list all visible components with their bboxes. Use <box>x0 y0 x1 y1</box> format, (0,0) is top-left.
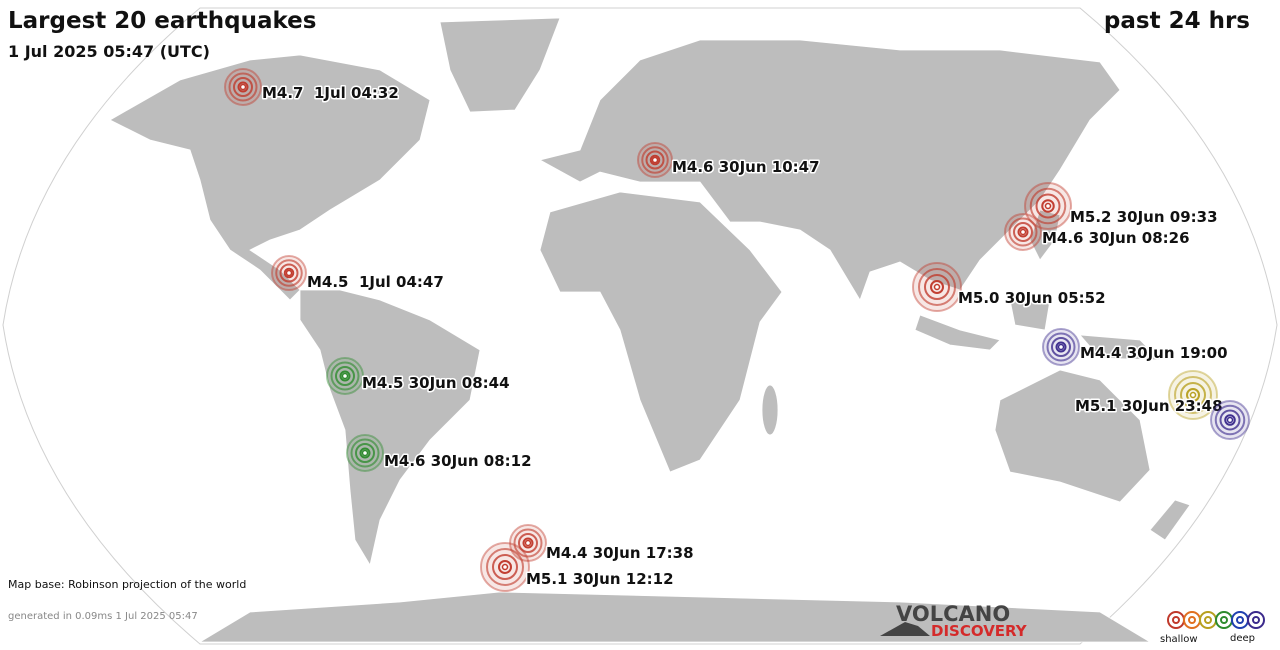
quake-ring <box>918 268 956 306</box>
quake-label: M5.1 30Jun 12:12 <box>526 570 674 588</box>
quake-ring <box>1214 404 1246 436</box>
quake-center <box>1189 391 1197 399</box>
quake-ring <box>355 443 375 463</box>
quake-center <box>285 269 293 277</box>
quake-ring <box>1013 222 1033 242</box>
quake-ring <box>1029 187 1067 225</box>
quake-center <box>1019 228 1027 236</box>
subtitle: 1 Jul 2025 05:47 (UTC) <box>8 42 210 61</box>
quake-ring <box>1224 414 1236 426</box>
quake-ring <box>1008 217 1038 247</box>
quake-label: M4.4 30Jun 17:38 <box>546 544 694 562</box>
quake-ring <box>1041 199 1055 213</box>
quake-label: M5.2 30Jun 09:33 <box>1070 208 1218 226</box>
quake-center <box>239 83 247 91</box>
logo-top: VOLCANO <box>896 602 1010 626</box>
quake-label: M4.6 30Jun 08:12 <box>384 452 532 470</box>
quake-ring <box>486 548 524 586</box>
quake-center <box>501 563 509 571</box>
quake-ring <box>649 154 661 166</box>
quake-ring <box>350 438 380 468</box>
quake-center <box>341 372 349 380</box>
logo-bottom: DISCOVERY <box>931 622 1028 640</box>
quake-center <box>651 156 659 164</box>
quake-ring <box>330 361 360 391</box>
quake-ring <box>237 81 249 93</box>
legend-shallow: shallow <box>1160 634 1198 645</box>
quake-ring <box>1174 376 1212 414</box>
quake-ring <box>283 267 295 279</box>
quake-center <box>361 449 369 457</box>
quake-ring <box>339 370 351 382</box>
title: Largest 20 earthquakes <box>8 8 316 34</box>
quake-ring <box>233 77 253 97</box>
quake-center <box>1226 416 1234 424</box>
quake-label: M5.0 30Jun 05:52 <box>958 289 1106 307</box>
quake-label: M4.5 30Jun 08:44 <box>362 374 510 392</box>
quake-center <box>524 539 532 547</box>
quake-ring <box>279 263 299 283</box>
quake-center <box>1057 343 1065 351</box>
depth-legend: shallow deep <box>1160 611 1265 645</box>
quake-ring <box>1180 382 1206 408</box>
quake-ring <box>1051 337 1071 357</box>
quake-ring <box>641 146 669 174</box>
quake-ring <box>359 447 371 459</box>
quake-ring <box>645 150 665 170</box>
quake-label: M4.5 1Jul 04:47 <box>307 273 444 291</box>
quake-center <box>1044 202 1052 210</box>
quake-ring <box>518 533 538 553</box>
quake-ring <box>335 366 355 386</box>
logo: VOLCANO DISCOVERY <box>880 602 1028 640</box>
period: past 24 hrs <box>1104 8 1250 34</box>
quake-ring <box>522 537 534 549</box>
quake-ring <box>1017 226 1029 238</box>
quake-ring <box>1219 409 1241 431</box>
quake-label: M4.7 1Jul 04:32 <box>262 84 399 102</box>
quake-label: M4.6 30Jun 10:47 <box>672 158 820 176</box>
quake-ring <box>1186 388 1200 402</box>
quake-ring <box>228 72 258 102</box>
quake-ring <box>492 554 518 580</box>
quake-markers: M4.7 1Jul 04:32 M4.6 30Jun 10:47 M5.2 30Ju… <box>224 68 1250 592</box>
legend-deep: deep <box>1230 633 1255 644</box>
quake-ring <box>1035 193 1061 219</box>
map-base-note: Map base: Robinson projection of the wor… <box>8 578 246 591</box>
quake-ring <box>930 280 944 294</box>
quake-ring <box>1055 341 1067 353</box>
quake-center <box>933 283 941 291</box>
quake-ring <box>513 528 543 558</box>
quake-ring <box>498 560 512 574</box>
quake-ring <box>275 259 303 287</box>
quake-label: M4.6 30Jun 08:26 <box>1042 229 1190 247</box>
quake-label: M5.1 30Jun 23:48 <box>1075 397 1223 415</box>
quake-ring <box>1046 332 1076 362</box>
quake-label: M4.4 30Jun 19:00 <box>1080 344 1228 362</box>
generated-note: generated in 0.09ms 1 Jul 2025 05:47 <box>8 611 198 622</box>
quake-ring <box>924 274 950 300</box>
